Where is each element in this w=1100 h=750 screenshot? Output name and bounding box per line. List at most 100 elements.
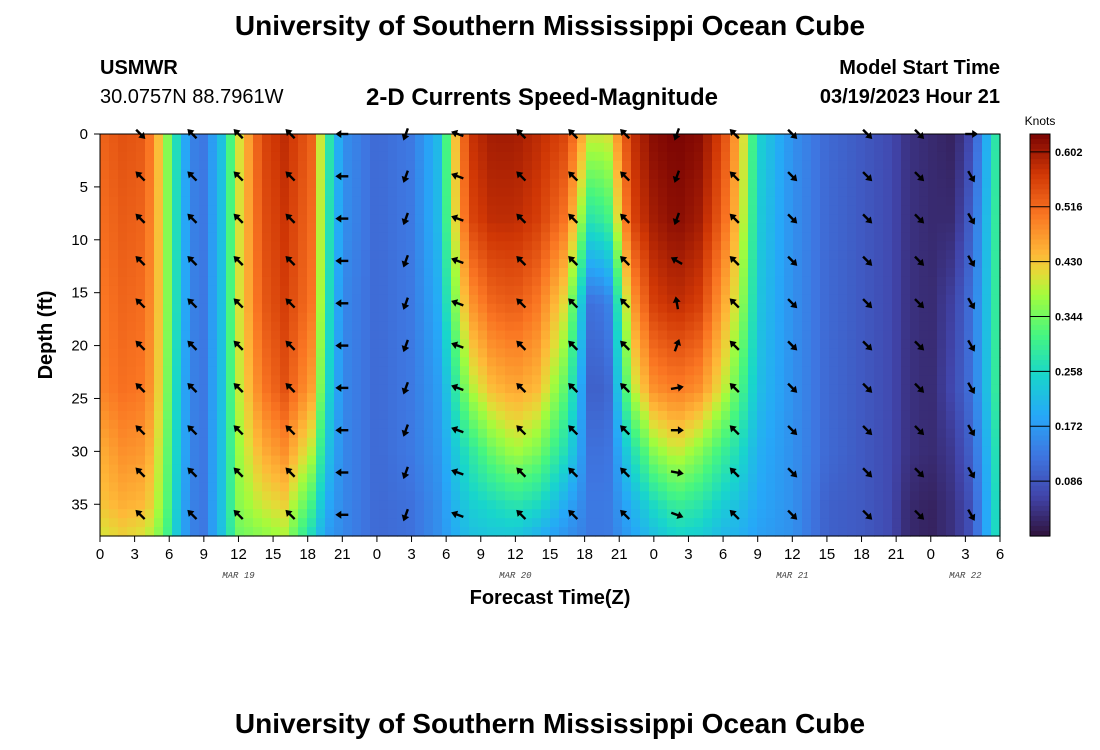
- heatmap-cell: [829, 357, 839, 367]
- heatmap-cell: [478, 205, 488, 215]
- heatmap-cell: [820, 482, 830, 492]
- heatmap-cell: [424, 518, 434, 528]
- heatmap-cell: [748, 393, 758, 403]
- heatmap-cell: [640, 134, 650, 144]
- heatmap-cell: [784, 160, 794, 171]
- heatmap-cell: [361, 464, 371, 475]
- heatmap-cell: [712, 312, 722, 323]
- heatmap-cell: [406, 393, 416, 403]
- heatmap-cell: [334, 482, 344, 492]
- heatmap-cell: [388, 232, 398, 242]
- heatmap-cell: [622, 178, 632, 189]
- heatmap-cell: [406, 518, 416, 528]
- heatmap-cell: [343, 419, 353, 430]
- heatmap-cell: [109, 500, 119, 510]
- y-tick-label: 5: [80, 179, 88, 196]
- heatmap-cell: [856, 196, 866, 207]
- heatmap-cell: [190, 500, 200, 510]
- heatmap-cell: [496, 384, 506, 394]
- current-arrow: [787, 382, 798, 393]
- heatmap-cell: [649, 473, 659, 483]
- heatmap-cell: [118, 196, 128, 207]
- heatmap-cell: [721, 241, 731, 251]
- heatmap-cell: [766, 446, 776, 457]
- heatmap-cell: [541, 312, 551, 323]
- heatmap-cell: [757, 312, 767, 323]
- heatmap-cell: [127, 509, 137, 519]
- heatmap-cell: [460, 214, 470, 224]
- heatmap-cell: [433, 312, 443, 323]
- heatmap-cell: [982, 187, 992, 198]
- heatmap-cell: [631, 393, 641, 403]
- heatmap-cell: [307, 393, 317, 403]
- colorbar-band: [1030, 289, 1050, 296]
- heatmap-cell: [640, 366, 650, 376]
- heatmap-cell: [550, 268, 560, 278]
- heatmap-cell: [118, 518, 128, 528]
- heatmap-cell: [973, 223, 983, 233]
- heatmap-cell: [109, 527, 119, 537]
- heatmap-cell: [775, 160, 785, 171]
- heatmap-cell: [442, 384, 452, 394]
- heatmap-cell: [820, 187, 830, 198]
- heatmap-cell: [298, 339, 308, 349]
- heatmap-cell: [685, 321, 695, 332]
- heatmap-cell: [235, 491, 245, 501]
- heatmap-cell: [838, 285, 848, 296]
- heatmap-cell: [838, 419, 848, 430]
- heatmap-cell: [532, 339, 542, 349]
- heatmap-cell: [649, 268, 659, 278]
- heatmap-cell: [397, 375, 407, 385]
- heatmap-cell: [127, 330, 137, 341]
- heatmap-cell: [784, 455, 794, 466]
- heatmap-cell: [847, 214, 857, 224]
- heatmap-cell: [586, 491, 596, 501]
- heatmap-cell: [793, 250, 803, 260]
- heatmap-cell: [667, 151, 677, 162]
- heatmap-cell: [181, 214, 191, 224]
- heatmap-cell: [433, 348, 443, 358]
- heatmap-cell: [892, 357, 902, 367]
- current-arrow: [620, 382, 631, 393]
- heatmap-cell: [874, 509, 884, 519]
- heatmap-cell: [550, 357, 560, 367]
- heatmap-cell: [226, 134, 236, 144]
- heatmap-cell: [253, 160, 263, 171]
- heatmap-cell: [991, 482, 1001, 492]
- heatmap-cell: [496, 214, 506, 224]
- heatmap-cell: [946, 402, 956, 412]
- heatmap-cell: [505, 402, 515, 412]
- heatmap-cell: [406, 160, 416, 171]
- heatmap-cell: [991, 357, 1001, 367]
- heatmap-cell: [424, 294, 434, 305]
- heatmap-cell: [235, 142, 245, 153]
- model-start-time: 03/19/2023 Hour 21: [819, 86, 1000, 108]
- heatmap-cell: [388, 250, 398, 260]
- heatmap-cell: [901, 527, 911, 537]
- heatmap-cell: [406, 169, 416, 180]
- heatmap-cell: [298, 402, 308, 412]
- heatmap-cell: [253, 428, 263, 439]
- heatmap-cell: [766, 214, 776, 224]
- heatmap-cell: [415, 509, 425, 519]
- heatmap-cell: [154, 169, 164, 180]
- heatmap-cell: [982, 160, 992, 171]
- heatmap-cell: [892, 294, 902, 305]
- heatmap-cell: [604, 250, 614, 260]
- heatmap-cell: [289, 491, 299, 501]
- heatmap-cell: [496, 312, 506, 323]
- heatmap-cell: [532, 357, 542, 367]
- heatmap-cell: [370, 294, 380, 305]
- heatmap-cell: [514, 151, 524, 162]
- heatmap-cell: [217, 142, 227, 153]
- heatmap-cell: [136, 330, 146, 341]
- heatmap-cell: [973, 375, 983, 385]
- heatmap-cell: [145, 410, 155, 421]
- heatmap-cell: [964, 455, 974, 466]
- heatmap-cell: [604, 393, 614, 403]
- heatmap-cell: [631, 446, 641, 457]
- heatmap-cell: [676, 419, 686, 430]
- heatmap-cell: [370, 348, 380, 358]
- heatmap-cell: [793, 375, 803, 385]
- heatmap-cell: [694, 232, 704, 242]
